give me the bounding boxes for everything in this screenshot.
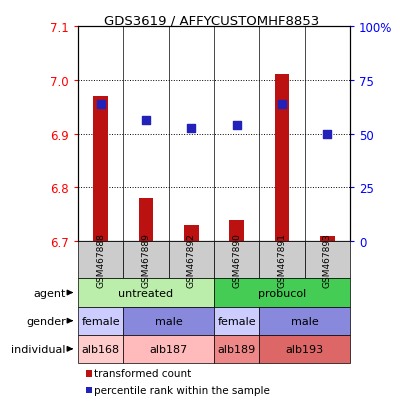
Text: untreated: untreated [118,288,174,298]
Text: GSM467890: GSM467890 [232,233,241,287]
Text: GSM467893: GSM467893 [323,233,332,287]
Text: GSM467888: GSM467888 [96,233,105,287]
Text: alb189: alb189 [218,344,256,354]
Bar [184,225,198,242]
Point [279,102,285,108]
Text: female: female [81,316,120,326]
Text: male: male [155,316,182,326]
Text: GSM467892: GSM467892 [187,233,196,287]
Point [98,102,104,108]
Text: female: female [217,316,256,326]
Text: GSM467891: GSM467891 [278,233,286,287]
Bar [275,75,289,242]
Bar [230,220,244,242]
Text: alb168: alb168 [82,344,120,354]
Text: individual: individual [12,344,66,354]
Text: transformed count: transformed count [94,368,191,378]
Text: GDS3619 / AFFYCUSTOMHF8853: GDS3619 / AFFYCUSTOMHF8853 [104,14,320,27]
Text: probucol: probucol [258,288,306,298]
Bar [94,97,108,242]
Bar [139,199,153,242]
Point [188,126,194,132]
Text: alb193: alb193 [286,344,324,354]
Bar [320,236,334,242]
Text: GSM467889: GSM467889 [142,233,150,287]
Text: gender: gender [26,316,66,326]
Text: percentile rank within the sample: percentile rank within the sample [94,385,270,395]
Point [324,131,330,138]
Text: agent: agent [34,288,66,298]
Point [234,123,240,130]
Text: male: male [291,316,318,326]
Point [143,118,149,124]
Text: alb187: alb187 [150,344,188,354]
